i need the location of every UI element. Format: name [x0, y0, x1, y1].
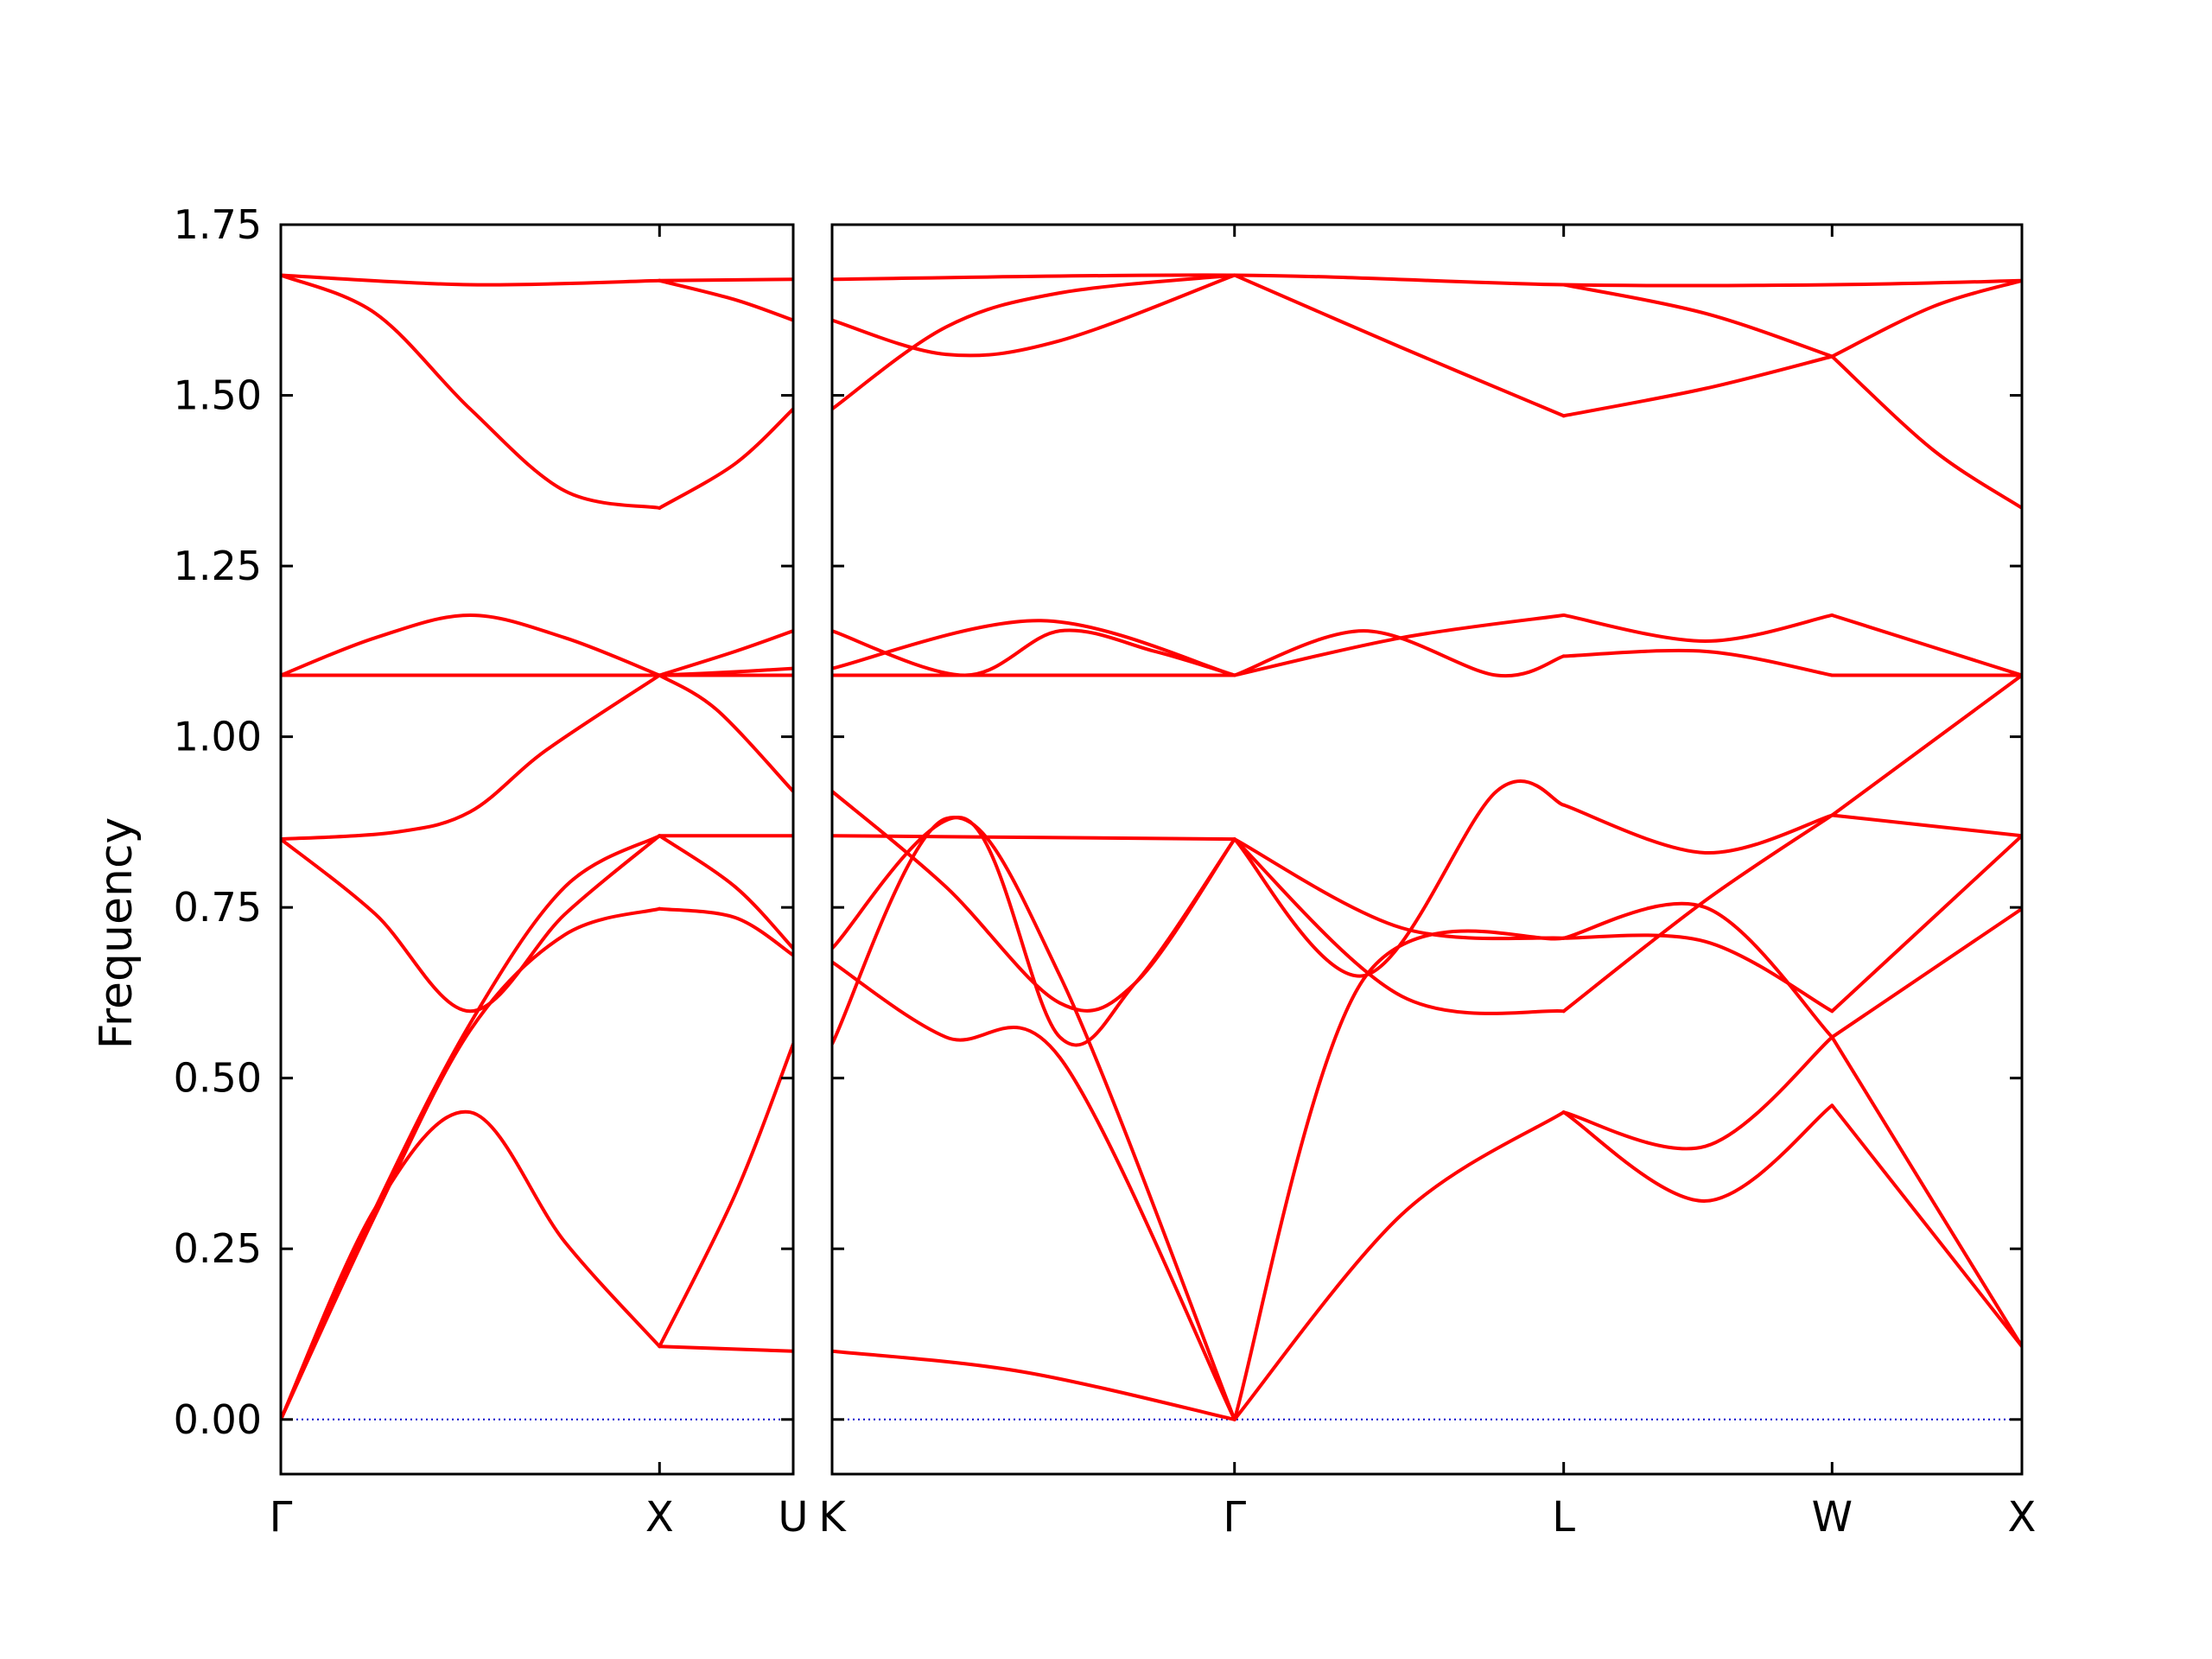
band-line: [1830, 1103, 2022, 1349]
band-line: [281, 834, 662, 1421]
panel-frame: [279, 223, 795, 1476]
band-line: [658, 666, 793, 677]
band-line: [1830, 673, 2022, 817]
band-line: [1830, 613, 2022, 677]
band-line: [1232, 837, 1566, 1015]
band-line: [1232, 273, 1566, 418]
x-tick-label: Γ: [1223, 1493, 1246, 1541]
band-line: [1232, 629, 1566, 678]
y-tick-label: 0.50: [174, 1055, 262, 1102]
y-tick-label: 0.75: [174, 884, 262, 931]
band-line: [832, 628, 1236, 677]
band-line: [658, 277, 793, 283]
band-line: [658, 629, 793, 677]
band-line: [658, 407, 793, 510]
panel-plot-area: [832, 273, 2022, 1421]
band-line: [1830, 813, 2022, 838]
band-line: [1561, 354, 1834, 418]
band-line: [281, 906, 662, 1421]
panel-frame: [830, 223, 2024, 1476]
band-line: [658, 834, 793, 950]
band-line: [1232, 929, 1566, 1421]
x-tick-label: X: [2008, 1493, 2037, 1541]
x-tick-label: K: [818, 1493, 847, 1541]
band-line: [1561, 648, 1834, 677]
band-line: [1561, 813, 1834, 1014]
band-line: [1561, 283, 1834, 359]
band-line: [832, 273, 1236, 411]
band-line: [832, 816, 1236, 1047]
band-line: [832, 273, 2022, 288]
x-tick-label: X: [645, 1493, 674, 1541]
band-line: [1830, 906, 2022, 1039]
y-tick-label: 0.00: [174, 1396, 262, 1443]
band-line: [1830, 354, 2022, 510]
x-tick-label: W: [1812, 1493, 1853, 1541]
panel-1: 0.00 0.25 0.50 0.75 1.00 1.25 1.50 1.75 Γ X U: [174, 201, 809, 1541]
band-line: [832, 960, 1236, 1421]
band-line: [832, 619, 1236, 677]
band-line: [658, 278, 793, 322]
plot-panels: 0.00 0.25 0.50 0.75 1.00 1.25 1.50 1.75 Γ X U K Γ L W X: [174, 201, 2037, 1541]
band-line: [832, 816, 1236, 1421]
band-line: [1561, 1103, 1834, 1203]
band-line: [281, 613, 662, 677]
band-line: [281, 834, 662, 1014]
band-line: [658, 906, 793, 957]
band-line: [1232, 613, 1566, 677]
band-line: [832, 834, 1236, 842]
y-axis-label: Frequency: [91, 817, 143, 1050]
y-tick-label: 1.50: [174, 372, 262, 419]
y-tick-label: 0.25: [174, 1225, 262, 1272]
band-line: [1830, 1035, 2022, 1349]
band-line: [1561, 901, 1834, 1039]
band-line: [1830, 834, 2022, 1014]
x-tick-label: Γ: [270, 1493, 293, 1541]
band-line: [1232, 1110, 1566, 1421]
band-line: [1830, 278, 2022, 359]
band-line: [1561, 933, 1834, 1014]
y-tick-label: 1.75: [174, 201, 262, 248]
band-line: [1232, 837, 1566, 941]
band-line: [281, 673, 662, 842]
y-tick-label: 1.00: [174, 714, 262, 760]
band-line: [658, 1344, 793, 1353]
band-line: [1561, 803, 1834, 855]
y-tick-label: 1.25: [174, 543, 262, 589]
band-line: [1232, 779, 1566, 978]
band-line: [832, 273, 1236, 358]
band-line: [1561, 1035, 1834, 1151]
band-line: [658, 673, 793, 793]
band-line: [281, 273, 662, 287]
band-line: [281, 1109, 662, 1421]
x-tick-label: L: [1552, 1493, 1575, 1541]
band-line: [832, 1349, 1236, 1421]
band-line: [658, 1042, 793, 1349]
x-tick-label: U: [778, 1493, 808, 1541]
band-line: [281, 273, 662, 510]
panel-plot-area: [281, 273, 793, 1421]
band-line: [1561, 613, 1834, 643]
